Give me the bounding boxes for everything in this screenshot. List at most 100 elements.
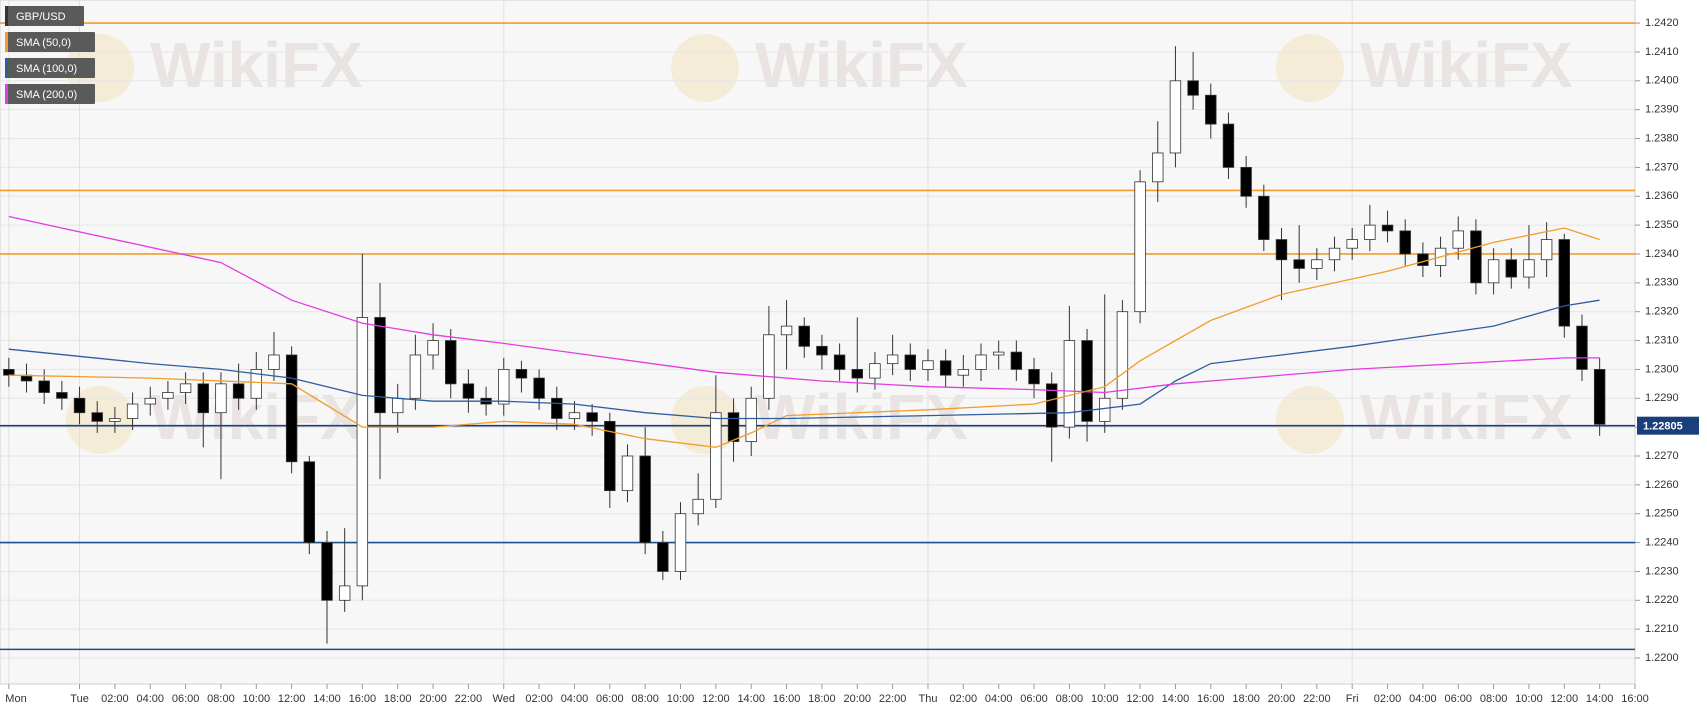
candle-body [1258,195,1270,240]
candle-body [816,345,828,356]
x-tick-label: 08:00 [1056,693,1084,705]
candle-body [56,392,68,399]
x-tick-label: 14:00 [313,693,341,705]
candle-body [869,363,881,379]
x-tick-label: Wed [493,693,515,705]
x-tick-label: 14:00 [1586,693,1614,705]
y-tick-label: 1.2390 [1645,104,1679,116]
candle-body [886,354,899,365]
candle-body [144,397,156,405]
candle-body [763,334,775,399]
candle-body [38,380,50,393]
candle-body [922,360,934,370]
watermark: WikiFX [755,29,968,101]
candle-body [1152,152,1164,183]
last-price-label: 1.22805 [1643,421,1683,433]
candle-body [904,354,916,370]
candle-body [975,354,987,370]
candle-body [1275,239,1288,261]
candle-body [1346,239,1358,249]
candle-body [374,317,386,414]
candle-body [710,412,722,500]
legend-swatch [5,58,8,78]
candle-body [1081,340,1093,422]
candle-body [356,317,369,587]
candle-body [957,369,970,376]
last-price-box [1637,416,1699,435]
y-tick-label: 1.2380 [1645,132,1679,144]
x-tick-label: 20:00 [419,693,447,705]
candle-body [851,369,863,379]
y-tick-label: 1.2310 [1645,334,1679,346]
x-tick-label: 04:00 [561,693,589,705]
x-tick-label: Mon [5,693,26,705]
candle-body [109,418,121,422]
candle-body [1505,259,1517,278]
sma-line [8,227,1600,448]
x-tick-label: 16:00 [349,693,377,705]
candle-body [445,340,457,385]
candle-body [1417,253,1429,266]
axes: 1.2200 1.2210 1.2220 1.2230 1.2240 1.2250 1.22… [5,17,1699,705]
x-tick-label: 10:00 [1515,693,1543,705]
candle-body [1028,369,1040,385]
candle-body [1470,230,1482,284]
legend-box [5,6,84,26]
candle-body [515,369,528,379]
candle-body [338,585,351,601]
candle-body [551,397,563,419]
y-tick-label: 1.2330 [1645,277,1679,289]
x-tick-label: 04:00 [985,693,1013,705]
candle-body [1116,311,1129,399]
x-tick-label: 16:00 [773,693,801,705]
candle-body [639,455,651,543]
legend-box [5,58,95,78]
x-tick-label: 06:00 [1444,693,1472,705]
watermark-logo [1276,34,1344,102]
candle-body [745,397,757,442]
x-tick-label: 06:00 [1020,693,1048,705]
x-tick-label: 14:00 [1162,693,1190,705]
watermark: WikiFX [1360,381,1573,453]
x-tick-label: 18:00 [384,693,412,705]
candle-body [1576,325,1588,370]
candle-body [162,392,174,399]
candle-body [215,383,227,414]
marks [0,22,1635,651]
x-tick-label: 18:00 [1232,693,1260,705]
x-tick-label: 12:00 [278,693,306,705]
y-tick-label: 1.2340 [1645,248,1679,260]
x-tick-label: 08:00 [207,693,235,705]
candle-body [1063,340,1076,428]
sma-line [8,299,1600,420]
x-tick-label: Tue [70,693,89,705]
x-tick-label: 02:00 [1374,693,1402,705]
x-tick-label: 04:00 [1409,693,1437,705]
sma-line [8,215,1600,394]
candle-body [1381,224,1394,232]
candle-body [1452,230,1464,249]
x-tick-label: 20:00 [844,693,872,705]
candle-body [1222,123,1235,168]
legend-label: SMA (50,0) [16,37,71,49]
y-tick-label: 1.2210 [1645,623,1679,635]
x-tick-label: 06:00 [172,693,200,705]
legend-label: SMA (100,0) [16,63,77,75]
legend-swatch [5,6,8,26]
candle-body [674,513,687,572]
y-tick-label: 1.2220 [1645,594,1679,606]
candle-body [604,420,616,492]
y-tick-label: 1.2230 [1645,565,1679,577]
x-tick-label: 02:00 [525,693,553,705]
candle-body [232,383,245,399]
legend-label: GBP/USD [16,11,66,23]
x-tick-label: 12:00 [702,693,730,705]
x-tick-label: 02:00 [101,693,129,705]
watermark: WikiFX [1360,29,1573,101]
x-tick-label: 02:00 [950,693,978,705]
y-tick-label: 1.2320 [1645,306,1679,318]
candle-body [568,412,581,419]
candle-body [3,369,15,376]
y-tick-label: 1.2420 [1645,17,1679,29]
x-tick-label: 22:00 [455,693,483,705]
